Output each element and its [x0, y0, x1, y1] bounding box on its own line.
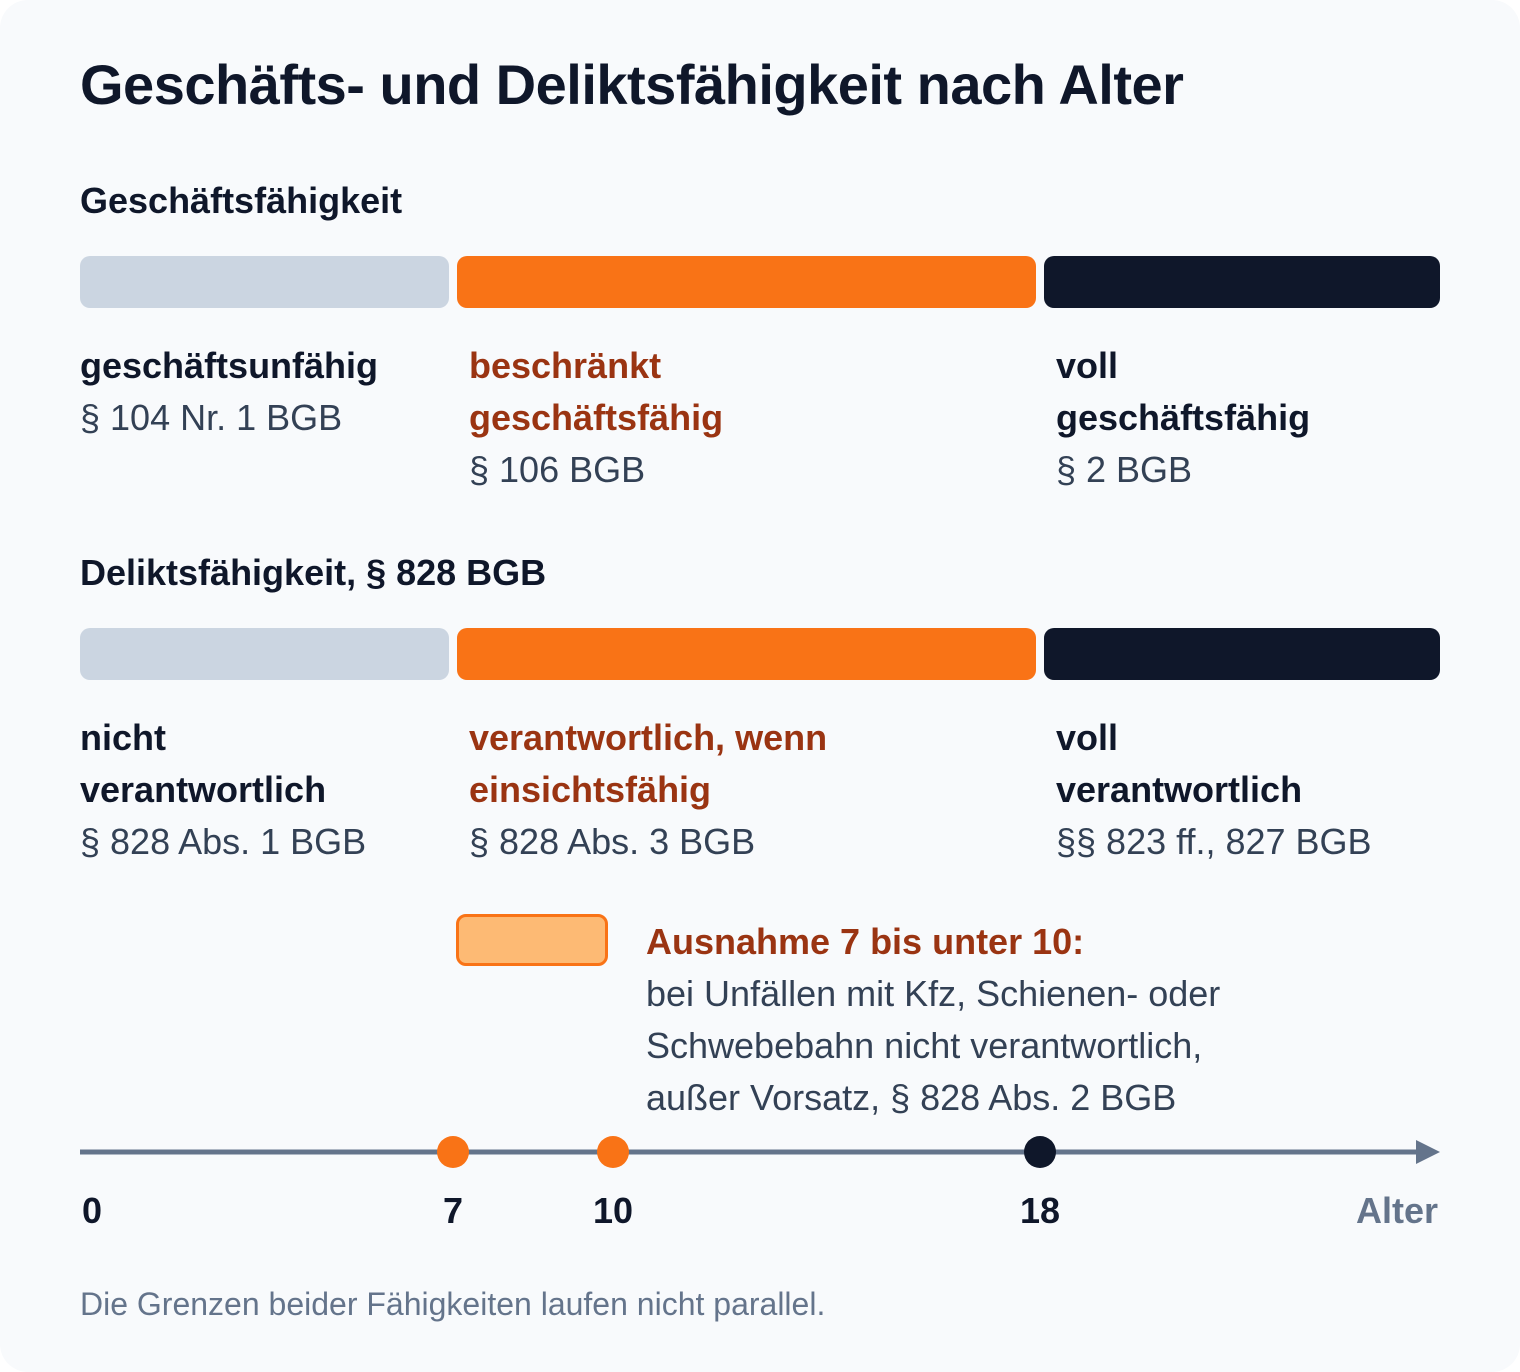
exception-legend: Ausnahme 7 bis unter 10: bei Unfällen mi… [646, 916, 1220, 1124]
stage-label-nicht-verantwortlich: nicht verantwortlich § 828 Abs. 1 BGB [80, 712, 460, 868]
axis-label: Alter [1355, 1190, 1438, 1231]
stage-name-line1: nicht [80, 717, 166, 758]
stage-reference: § 828 Abs. 1 BGB [80, 821, 367, 862]
exception-line: Schwebebahn nicht verantwortlich, [646, 1025, 1203, 1066]
bar-voll-geschaeftsfaehig [1044, 256, 1440, 308]
stage-reference: § 2 BGB [1056, 449, 1193, 490]
stage-name: geschäftsunfähig [80, 345, 379, 386]
page-title: Geschäfts- und Deliktsfähigkeit nach Alt… [80, 53, 1184, 116]
footnote: Die Grenzen beider Fähigkeiten laufen ni… [80, 1286, 826, 1322]
bar-nicht-verantwortlich [80, 628, 449, 680]
stage-name-line1: voll [1056, 345, 1119, 386]
stage-name-line1: verantwortlich, wenn [469, 717, 828, 758]
axis-tick-10: 10 [592, 1190, 634, 1231]
stage-label-voll-geschaeftsfaehig: voll geschäftsfähig § 2 BGB [1056, 340, 1436, 496]
axis-tick-0: 0 [81, 1190, 103, 1231]
axis-marker-age-7 [437, 1136, 469, 1168]
stage-label-voll-verantwortlich: voll verantwortlich §§ 823 ff., 827 BGB [1056, 712, 1436, 868]
stage-name-line2: verantwortlich [1056, 769, 1303, 810]
axis-marker-age-10 [597, 1136, 629, 1168]
bar-verantwortlich-wenn-einsichtsfaehig [457, 628, 1036, 680]
exception-line: außer Vorsatz, § 828 Abs. 2 BGB [646, 1077, 1177, 1118]
bar-voll-verantwortlich [1044, 628, 1440, 680]
section-title-deliktsfaehigkeit: Deliktsfähigkeit, § 828 BGB [80, 552, 547, 593]
stage-reference: § 828 Abs. 3 BGB [469, 821, 756, 862]
stage-label-beschraenkt: beschränkt geschäftsfähig § 106 BGB [469, 340, 849, 496]
stage-name-line2: einsichtsfähig [469, 769, 712, 810]
axis-marker-age-18 [1024, 1136, 1056, 1168]
stage-name-line1: beschränkt [469, 345, 662, 386]
stage-name-line2: geschäftsfähig [469, 397, 724, 438]
stage-name-line1: voll [1056, 717, 1119, 758]
stage-reference: § 104 Nr. 1 BGB [80, 397, 343, 438]
bar-beschraenkt-geschaeftsfaehig [457, 256, 1036, 308]
exception-swatch [456, 914, 608, 966]
stage-name-line2: geschäftsfähig [1056, 397, 1311, 438]
axis-tick-7: 7 [442, 1190, 464, 1231]
stage-reference: § 106 BGB [469, 449, 646, 490]
stage-name-line2: verantwortlich [80, 769, 327, 810]
section-title-geschaeftsfaehigkeit: Geschäftsfähigkeit [80, 180, 403, 221]
stage-reference: §§ 823 ff., 827 BGB [1056, 821, 1372, 862]
bar-geschaeftsunfaehig [80, 256, 449, 308]
stage-label-einsichtsfaehig: verantwortlich, wenn einsichtsfähig § 82… [469, 712, 849, 868]
axis-arrow-icon [1416, 1140, 1440, 1164]
exception-title: Ausnahme 7 bis unter 10: [646, 921, 1085, 962]
stage-label-geschaeftsunfaehig: geschäftsunfähig § 104 Nr. 1 BGB [80, 340, 460, 444]
exception-line: bei Unfällen mit Kfz, Schienen- oder [646, 973, 1221, 1014]
age-axis [80, 1136, 1440, 1168]
axis-tick-18: 18 [1019, 1190, 1061, 1231]
